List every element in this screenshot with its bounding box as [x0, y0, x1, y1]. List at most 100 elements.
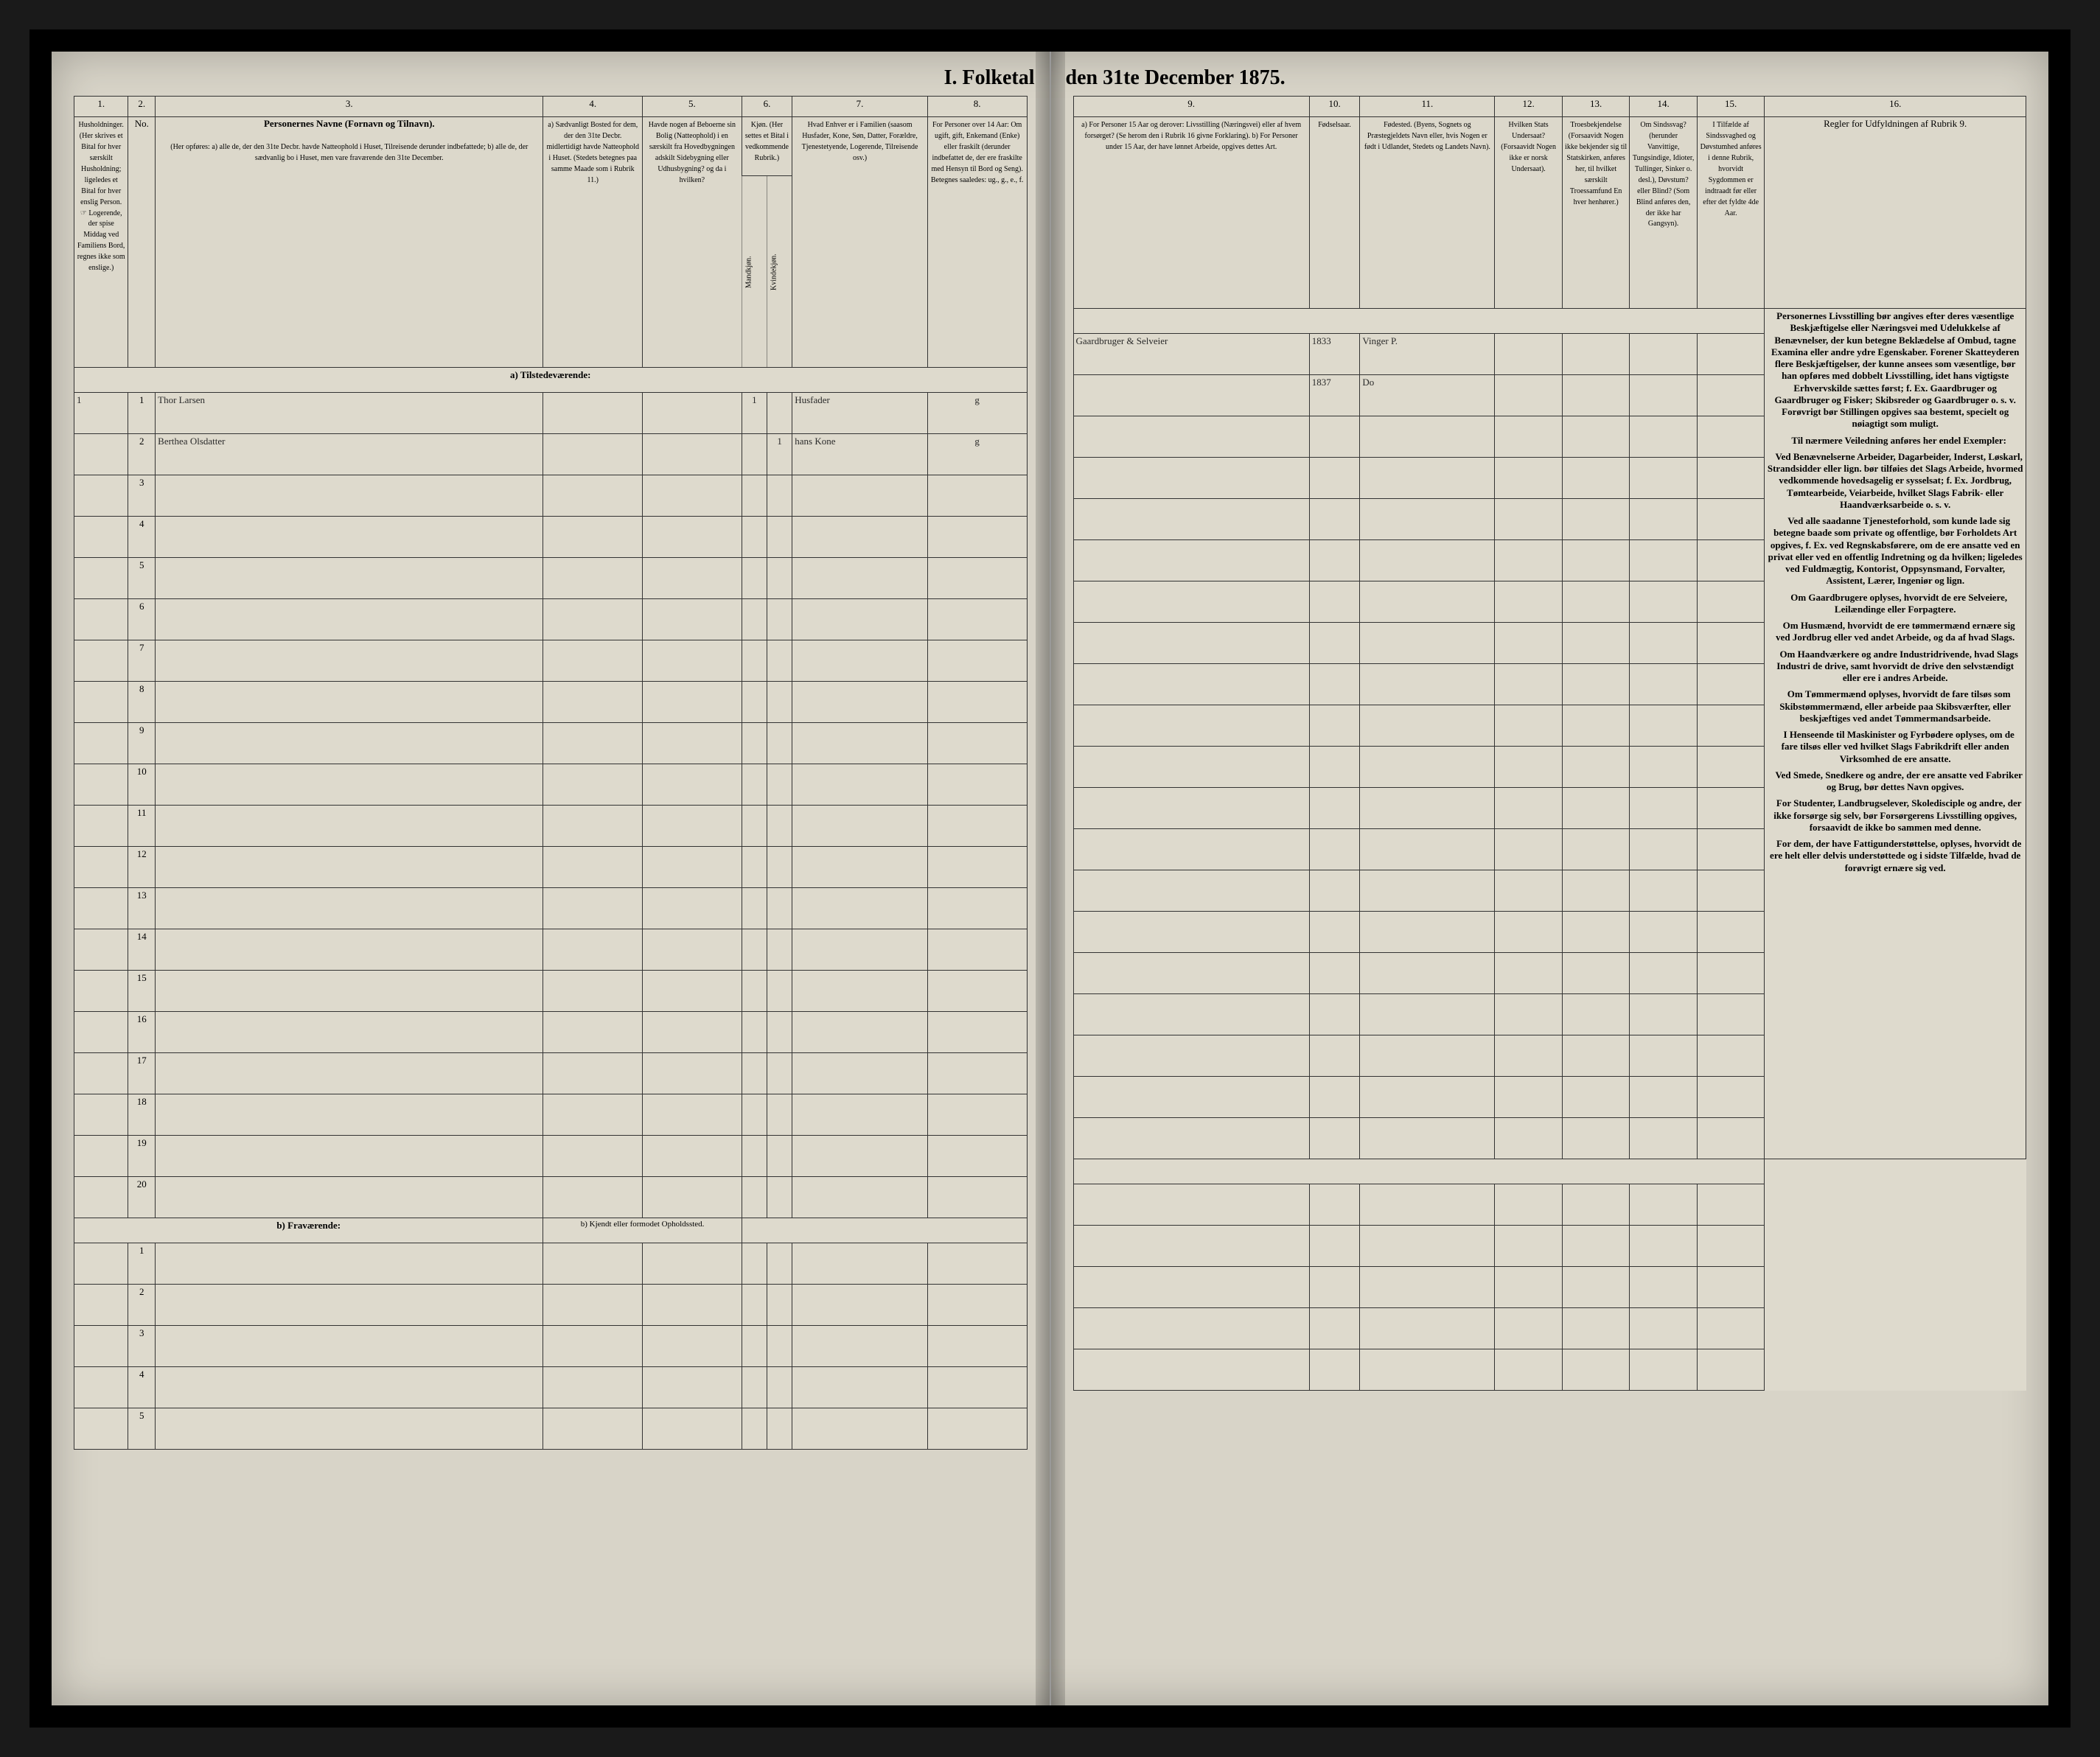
cell-5 [643, 888, 742, 929]
cell-no: 3 [128, 1326, 156, 1367]
cell-15 [1697, 664, 1765, 705]
instruction-para: Ved Benævnelserne Arbeider, Dagarbeider,… [1767, 451, 2023, 511]
cell-4 [543, 764, 643, 806]
cell-11 [1360, 912, 1495, 953]
header-5: Havde nogen af Beboerne sin Bolig (Natte… [643, 117, 742, 368]
cell-name [156, 1408, 543, 1450]
section-a-spacer-r: Personernes Livsstilling bør angives eft… [1073, 309, 2026, 334]
table-row [1073, 1226, 2026, 1267]
header-6a: Mandkjøn. [742, 176, 767, 368]
cell-15 [1697, 540, 1765, 581]
cell-hh [74, 1053, 128, 1094]
cell-name [156, 1094, 543, 1136]
cell-15 [1697, 953, 1765, 994]
table-row: 3 [74, 1326, 1028, 1367]
left-page: I. Folketal 1. 2. 3. 4. 5. 6. 7. 8. [52, 52, 1051, 1705]
cell-hh [74, 1285, 128, 1326]
cell-7 [792, 599, 928, 640]
cell-12 [1495, 788, 1563, 829]
cell-10 [1309, 788, 1360, 829]
cell-6a [742, 1367, 767, 1408]
cell-6b [767, 1136, 792, 1177]
cell-12 [1495, 1226, 1563, 1267]
cell-no: 17 [128, 1053, 156, 1094]
cell-13 [1562, 1035, 1630, 1077]
cell-8 [927, 599, 1027, 640]
cell-14 [1630, 705, 1698, 747]
cell-12 [1495, 912, 1563, 953]
cell-hh [74, 806, 128, 847]
table-row: 3 [74, 475, 1028, 517]
cell-10 [1309, 747, 1360, 788]
cell-9 [1073, 1308, 1309, 1349]
cell-name [156, 682, 543, 723]
cell-11 [1360, 1035, 1495, 1077]
cell-14 [1630, 1118, 1698, 1159]
cell-15 [1697, 705, 1765, 747]
cell-9 [1073, 1349, 1309, 1391]
cell-15 [1697, 1077, 1765, 1118]
cell-7 [792, 764, 928, 806]
cell-hh [74, 475, 128, 517]
colnum-row-r: 9. 10. 11. 12. 13. 14. 15. 16. [1073, 97, 2026, 117]
cell-name [156, 1012, 543, 1053]
cell-15 [1697, 1226, 1765, 1267]
cell-no: 14 [128, 929, 156, 971]
header-row: Husholdninger. (Her skrives et Bital for… [74, 117, 1028, 176]
cell-7 [792, 847, 928, 888]
table-row: 6 [74, 599, 1028, 640]
cell-name [156, 1136, 543, 1177]
cell-5 [643, 1285, 742, 1326]
table-row: 1 [74, 1243, 1028, 1285]
cell-hh: 1 [74, 393, 128, 434]
cell-10 [1309, 912, 1360, 953]
cell-13 [1562, 705, 1630, 747]
cell-6a [742, 517, 767, 558]
cell-9 [1073, 581, 1309, 623]
cell-no: 16 [128, 1012, 156, 1053]
cell-9 [1073, 829, 1309, 870]
instruction-para: For dem, der have Fattigunderstøttelse, … [1767, 838, 2023, 874]
cell-4 [543, 475, 643, 517]
cell-13 [1562, 416, 1630, 458]
cell-14 [1630, 540, 1698, 581]
cell-11 [1360, 953, 1495, 994]
cell-11 [1360, 499, 1495, 540]
tbody-absent: b) Fraværende: b) Kjendt eller formodet … [74, 1218, 1028, 1450]
instruction-para: Om Haandværkere og andre Industridrivend… [1767, 649, 2023, 685]
colnum-4: 4. [543, 97, 643, 117]
cell-hh [74, 888, 128, 929]
cell-13 [1562, 788, 1630, 829]
colnum-8: 8. [927, 97, 1027, 117]
table-row: 17 [74, 1053, 1028, 1094]
cell-11 [1360, 1077, 1495, 1118]
cell-11 [1360, 623, 1495, 664]
cell-14 [1630, 1308, 1698, 1349]
cell-4 [543, 929, 643, 971]
cell-6b [767, 847, 792, 888]
cell-9 [1073, 623, 1309, 664]
cell-15 [1697, 1267, 1765, 1308]
cell-12 [1495, 1349, 1563, 1391]
cell-11 [1360, 788, 1495, 829]
header-10: Fødselsaar. [1309, 117, 1360, 309]
table-row: 12 [74, 847, 1028, 888]
table-row [1073, 1267, 2026, 1308]
census-table-right: 9. 10. 11. 12. 13. 14. 15. 16. a) For Pe… [1073, 96, 2027, 1391]
cell-10 [1309, 458, 1360, 499]
cell-6b [767, 1285, 792, 1326]
cell-12 [1495, 1184, 1563, 1226]
right-page: den 31te December 1875. 9. 10. 11. 12. 1… [1051, 52, 2049, 1705]
census-table-left: 1. 2. 3. 4. 5. 6. 7. 8. Husholdninger. (… [74, 96, 1028, 1450]
cell-8 [927, 929, 1027, 971]
cell-6b [767, 599, 792, 640]
cell-14 [1630, 581, 1698, 623]
instruction-para: I Henseende til Maskinister og Fyrbødere… [1767, 729, 2023, 765]
cell-15 [1697, 870, 1765, 912]
cell-10 [1309, 1349, 1360, 1391]
cell-4 [543, 1285, 643, 1326]
cell-4 [543, 393, 643, 434]
cell-name [156, 1243, 543, 1285]
cell-4 [543, 517, 643, 558]
cell-10 [1309, 994, 1360, 1035]
